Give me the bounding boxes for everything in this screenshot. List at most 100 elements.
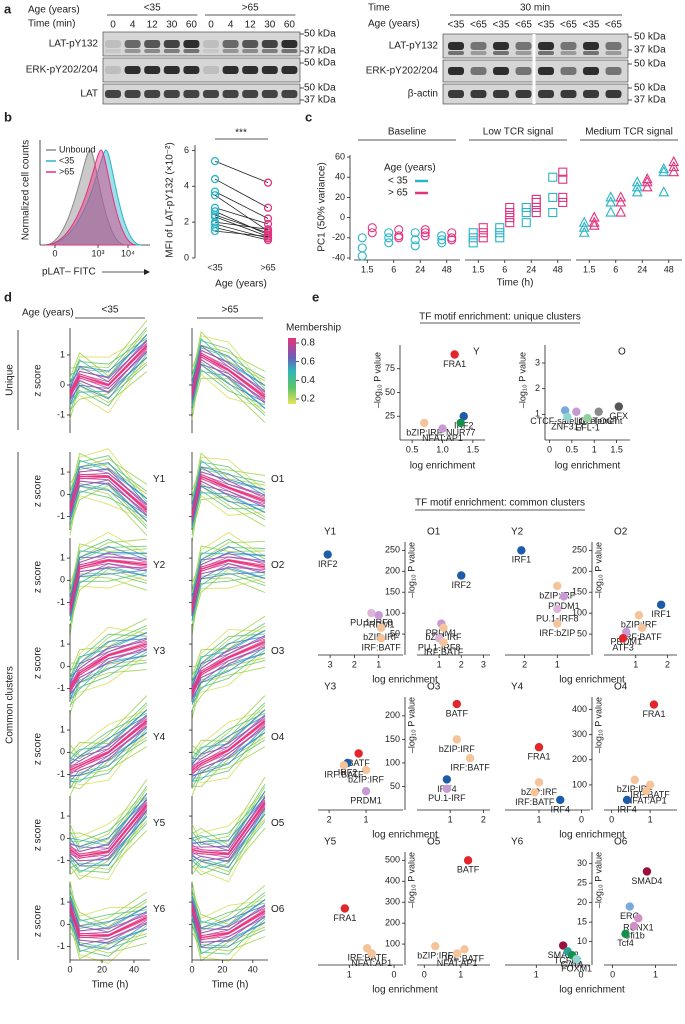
motif-label: bZIP:IRF: [521, 787, 558, 797]
y-tick-label: 150: [385, 587, 400, 597]
member-line: [191, 340, 266, 390]
motif-label: IRF:BATF: [445, 954, 485, 964]
member-line: [69, 618, 148, 664]
motif-point: [583, 413, 592, 423]
member-line: [191, 495, 266, 533]
motif-point: [367, 608, 376, 618]
x-tick-label: 0: [579, 814, 584, 824]
pc-point: [658, 162, 670, 174]
member-line: [69, 337, 148, 387]
y-tick-label: 1: [60, 349, 65, 359]
x-tick-label: 1: [633, 659, 638, 669]
motif-label: NFAT:AP1: [437, 958, 478, 968]
centroid-line: [191, 641, 266, 694]
pc-point: [357, 243, 367, 253]
member-line: [69, 459, 148, 500]
pc-point: [505, 213, 515, 223]
x-tick-label: 48: [553, 264, 563, 274]
member-line: [69, 702, 148, 760]
member-line: [69, 807, 148, 862]
y-tick-label: -1: [57, 941, 65, 951]
centroid-line: [191, 906, 266, 939]
y-axis-label: z score: [33, 732, 44, 765]
plot-name: O3: [427, 682, 441, 693]
band: [203, 90, 219, 98]
y-tick-label: 0: [184, 252, 189, 262]
motif-point: [534, 743, 544, 752]
member-line: [69, 484, 148, 527]
motif-label: PRDM1: [610, 636, 642, 646]
band: [470, 51, 487, 55]
member-line: [191, 702, 266, 757]
arrow-head: [144, 269, 150, 275]
band: [281, 49, 298, 53]
cluster-label: Y1: [153, 474, 166, 485]
member-line: [69, 350, 148, 399]
motif-label: EFL-1: [575, 423, 600, 433]
pc-point: [357, 251, 367, 261]
band: [281, 66, 298, 74]
member-line: [69, 550, 147, 599]
y-tick-label: 60: [335, 151, 345, 161]
pc-point: [394, 233, 404, 243]
pc-point: [468, 228, 478, 238]
x-tick-label: 2: [665, 659, 670, 669]
band: [605, 51, 622, 55]
x-tick-label: 1.5: [361, 264, 374, 274]
motif-label: IRF:BATF: [622, 632, 662, 642]
pair-point: [263, 232, 273, 241]
x-tick-label: 0: [610, 969, 615, 979]
y-tick-label: 2: [535, 383, 540, 393]
motif-point: [642, 867, 652, 876]
band: [124, 90, 141, 98]
pc-point: [521, 202, 531, 213]
y-tick-label: 1: [60, 466, 65, 476]
member-line: [69, 576, 147, 635]
band: [583, 67, 599, 75]
cluster-label: O5: [271, 818, 285, 829]
colorbar-label: 0.2: [301, 394, 315, 405]
band: [124, 40, 141, 48]
x-tick-label: 24: [637, 264, 647, 274]
marker-label: 50 kDa: [304, 58, 336, 69]
y-tick-label: 3: [535, 357, 540, 367]
plot-name: Y5: [324, 837, 337, 848]
band: [105, 49, 121, 53]
y-tick-label: 0: [60, 661, 65, 671]
band: [183, 66, 200, 74]
motif-point: [642, 786, 651, 796]
member-line: [69, 659, 147, 705]
motif-point: [463, 856, 473, 865]
member-line: [191, 718, 266, 768]
band: [163, 90, 180, 98]
pc-point: [558, 167, 568, 177]
motif-point: [553, 604, 562, 614]
motif-label: bZIP:IRF: [621, 620, 658, 630]
y-axis-label: z score: [33, 364, 44, 397]
motif-label: bZIP:IRF: [348, 774, 385, 784]
member-line: [69, 739, 148, 789]
y-tick-label: 4: [184, 181, 189, 191]
band: [560, 51, 577, 55]
motif-point: [630, 775, 639, 785]
y-tick-label: -40: [332, 252, 345, 262]
pair-line: [214, 178, 269, 209]
member-line: [69, 799, 148, 855]
member-line: [69, 356, 148, 406]
member-line: [69, 914, 148, 957]
centroid-line: [69, 643, 148, 690]
motif-label: FRA1: [443, 359, 466, 369]
x-tick-label: 2: [522, 659, 527, 669]
member-line: [191, 810, 266, 876]
row-group-label: Unique: [5, 364, 16, 396]
pc-point: [668, 155, 680, 167]
motif-point: [621, 929, 630, 939]
motif-label: PU.1-IRF8: [536, 613, 579, 623]
legend-label: > 65: [388, 188, 408, 199]
pair-line: [214, 216, 269, 237]
member-line: [191, 813, 266, 883]
x-tick-label: 6: [391, 264, 396, 274]
pc-point: [478, 223, 488, 233]
centroid-line: [69, 475, 148, 511]
